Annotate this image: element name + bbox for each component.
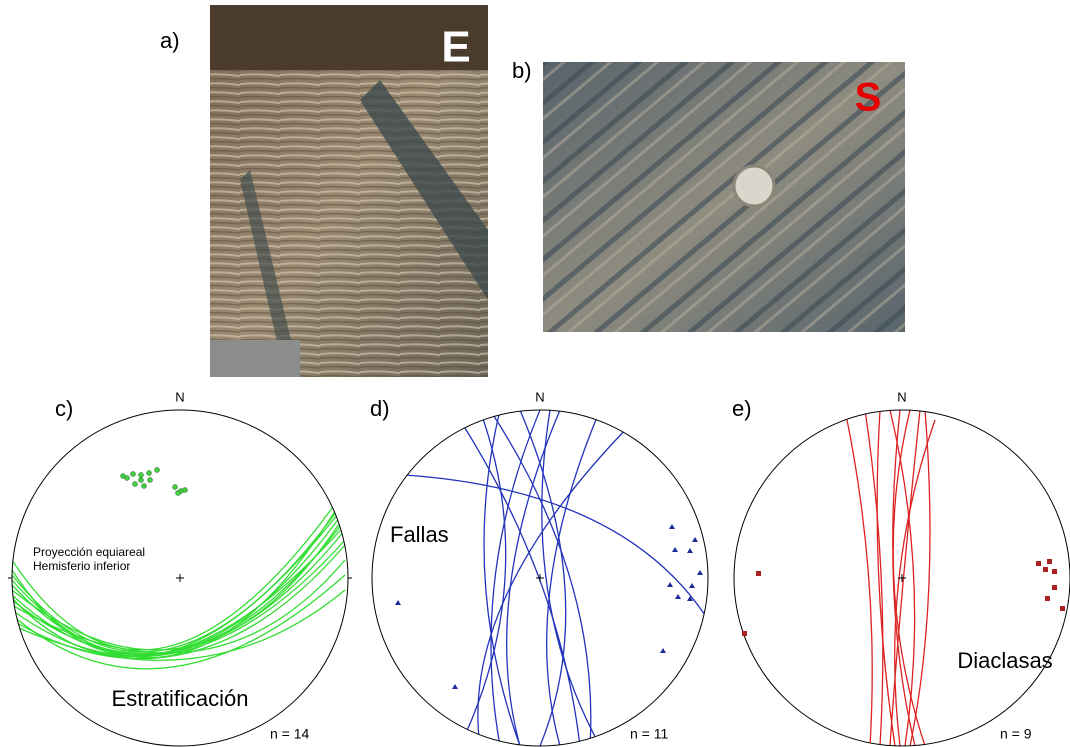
count: n = 9 <box>1000 726 1032 742</box>
stereonet-e <box>734 410 1070 746</box>
north-label: N <box>535 389 544 404</box>
projection-note: Proyección equiareal <box>33 545 145 559</box>
set-name: Fallas <box>390 522 449 547</box>
count: n = 11 <box>630 726 668 742</box>
panel-label: b) <box>512 58 532 83</box>
panel-label: e) <box>732 396 752 421</box>
panel-label: d) <box>370 396 390 421</box>
count: n = 14 <box>270 726 310 742</box>
stereonet-d <box>372 410 708 746</box>
panel-label: a) <box>160 28 180 53</box>
panel-label: c) <box>55 396 73 421</box>
photo-letter: S <box>855 76 882 120</box>
north-label: N <box>175 389 184 404</box>
set-name: Diaclasas <box>957 648 1052 673</box>
set-name: Estratificación <box>112 686 249 711</box>
figure: a) E b) S c) N Proyección equiareal Hemi… <box>0 0 1070 747</box>
north-label: N <box>897 389 906 404</box>
projection-note: Hemisferio inferior <box>33 559 130 573</box>
photo-b <box>543 62 905 332</box>
photo-letter: E <box>441 23 470 72</box>
